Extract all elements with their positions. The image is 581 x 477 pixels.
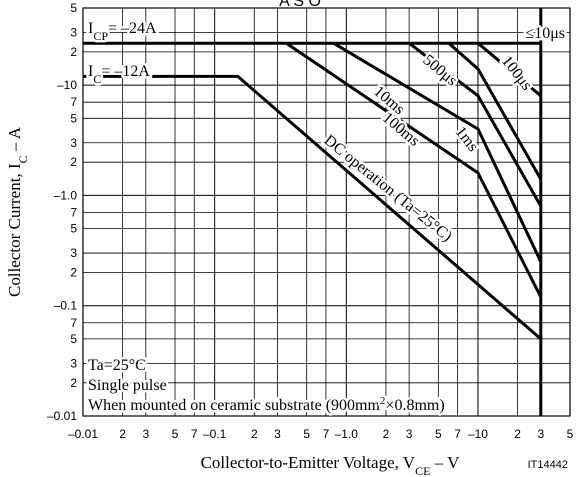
text-part: C — [16, 155, 30, 163]
text-part: CE — [415, 464, 430, 477]
soa-line — [83, 74, 542, 341]
y-tick-label: 5 — [70, 332, 77, 346]
x-axis-label: Collector-to-Emitter Voltage, VCE – V — [201, 453, 461, 477]
text-part: = –12A — [101, 63, 150, 80]
x-tick-label: 3 — [142, 427, 149, 441]
figure-id: IT14442 — [528, 459, 568, 471]
y-tick-label: –1.0 — [54, 188, 78, 202]
annotation: When mounted on ceramic substrate (900mm… — [88, 395, 445, 414]
line-label: 100μs — [498, 53, 535, 94]
chart-title: A S O — [279, 0, 321, 10]
y-tick-label: 7 — [70, 316, 77, 330]
x-tick-label: 2 — [383, 427, 390, 441]
x-tick-label: 5 — [435, 427, 442, 441]
text-part: I — [88, 20, 93, 37]
line-label: DC operation (Ta=25°C) — [321, 132, 455, 245]
text-part: ≤10μs — [525, 25, 565, 42]
x-tick-label: –0.1 — [203, 427, 227, 441]
x-tick-label: 7 — [454, 427, 461, 441]
text-part: = –24A — [108, 20, 157, 37]
x-tick-label: 3 — [537, 427, 544, 441]
y-tick-label: –0.1 — [54, 299, 78, 313]
y-tick-label: 2 — [70, 45, 77, 59]
line-label: 500μs — [420, 52, 461, 90]
annotation: Single pulse — [88, 377, 167, 394]
x-tick-label: 7 — [191, 427, 198, 441]
x-tick-label: 3 — [406, 427, 413, 441]
annotation: ICP= –24A — [88, 20, 157, 43]
soa-line — [285, 41, 543, 298]
y-tick-label: –10 — [57, 78, 77, 92]
soa-line — [332, 41, 543, 263]
text-part: Single pulse — [88, 377, 167, 394]
y-tick-label: 7 — [70, 205, 77, 219]
annotation: IC= –12A — [88, 63, 150, 86]
text-part: ×0.8mm) — [385, 397, 444, 414]
y-tick-label: 2 — [70, 376, 77, 390]
x-tick-label: 5 — [303, 427, 310, 441]
text-part: C — [93, 72, 101, 86]
x-tick-label: 3 — [274, 427, 281, 441]
text-part: Collector-to-Emitter Voltage, V — [201, 453, 416, 472]
x-tick-label: –10 — [468, 427, 488, 441]
x-tick-label: –0.01 — [68, 427, 98, 441]
x-tick-label: 5 — [567, 427, 574, 441]
y-tick-label: 3 — [70, 356, 77, 370]
x-tick-label: 2 — [514, 427, 521, 441]
text-part: – V — [430, 453, 460, 472]
annotation: Ta=25°C — [88, 357, 146, 374]
text-part: Ta=25°C — [88, 357, 146, 374]
x-tick-label: 2 — [251, 427, 258, 441]
y-tick-label: 2 — [70, 265, 77, 279]
y-axis-label: Collector Current, IC – A — [5, 126, 30, 297]
y-tick-label: 3 — [70, 25, 77, 39]
x-tick-label: 7 — [323, 427, 330, 441]
x-tick-label: –1.0 — [335, 427, 359, 441]
text-part: – A — [5, 126, 24, 155]
soa-line — [477, 42, 542, 97]
y-tick-label: 5 — [70, 222, 77, 236]
y-tick-label: 5 — [70, 1, 77, 15]
soa-line — [447, 42, 543, 181]
y-tick-label: 7 — [70, 95, 77, 109]
y-tick-label: 2 — [70, 155, 77, 169]
text-part: CP — [93, 29, 108, 43]
x-tick-label: 2 — [119, 427, 126, 441]
y-tick-label: 3 — [70, 246, 77, 260]
y-tick-label: 3 — [70, 136, 77, 150]
text-part: 2 — [380, 395, 386, 407]
text-part: I — [88, 63, 93, 80]
y-tick-label: 5 — [70, 111, 77, 125]
annotation: ≤10μs — [525, 25, 565, 42]
soa-line — [408, 42, 543, 207]
x-tick-label: 5 — [172, 427, 179, 441]
text-part: Collector Current, I — [5, 163, 24, 297]
y-tick-label: –0.01 — [47, 409, 77, 423]
text-part: When mounted on ceramic substrate (900mm — [88, 397, 380, 414]
